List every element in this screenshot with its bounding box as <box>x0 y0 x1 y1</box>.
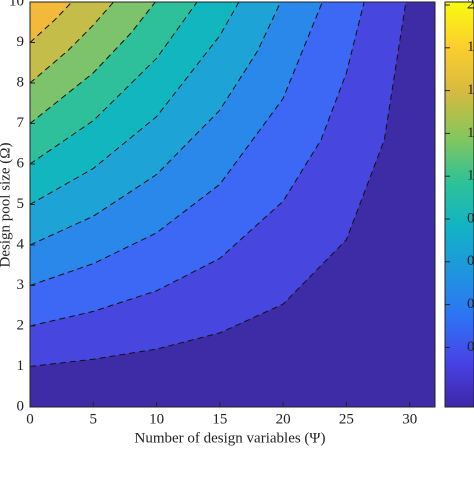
colorbar-label: 0 <box>467 210 474 226</box>
x-tick-label: 25 <box>339 411 354 427</box>
contour-line <box>30 2 240 205</box>
y-tick-label: 4 <box>17 236 25 252</box>
y-tick-label: 8 <box>17 74 25 90</box>
contour-line <box>30 2 198 165</box>
contour-line <box>30 2 407 367</box>
y-tick-label: 2 <box>17 317 25 333</box>
y-tick-label: 5 <box>17 196 25 212</box>
colorbar-label: 2 <box>467 0 474 12</box>
x-tick-label: 20 <box>276 411 291 427</box>
contour-line <box>30 2 323 286</box>
y-tick-label: 10 <box>9 0 24 9</box>
x-axis-label: Number of design variables (Ψ) <box>134 430 325 446</box>
colorbar-label: 1 <box>467 82 474 98</box>
contour-line <box>30 2 282 246</box>
colorbar-label: 1 <box>467 168 474 184</box>
contour-region <box>30 2 435 407</box>
contour-line <box>30 2 365 327</box>
y-tick-label: 3 <box>17 277 25 293</box>
colorbar-label: 0 <box>467 339 474 355</box>
x-tick-label: 15 <box>212 411 227 427</box>
contour-line <box>30 2 73 43</box>
colorbar <box>444 1 474 408</box>
colorbar-label: 1 <box>467 39 474 55</box>
y-tick-label: 7 <box>17 115 25 131</box>
plot-area <box>30 2 435 407</box>
y-axis-label: Design pool size (Ω) <box>0 143 13 268</box>
x-tick-label: 30 <box>402 411 417 427</box>
y-tick-label: 1 <box>17 358 25 374</box>
colorbar-label: 0 <box>467 296 474 312</box>
contour-line <box>30 2 156 124</box>
y-tick-label: 0 <box>17 398 25 414</box>
x-tick-label: 0 <box>26 411 34 427</box>
colorbar-label: 1 <box>467 125 474 141</box>
colorbar-label: 0 <box>467 253 474 269</box>
x-tick-label: 5 <box>90 411 98 427</box>
contour-line <box>30 2 114 84</box>
y-tick-label: 9 <box>17 34 25 50</box>
y-tick-label: 6 <box>17 155 25 171</box>
x-tick-label: 10 <box>149 411 164 427</box>
